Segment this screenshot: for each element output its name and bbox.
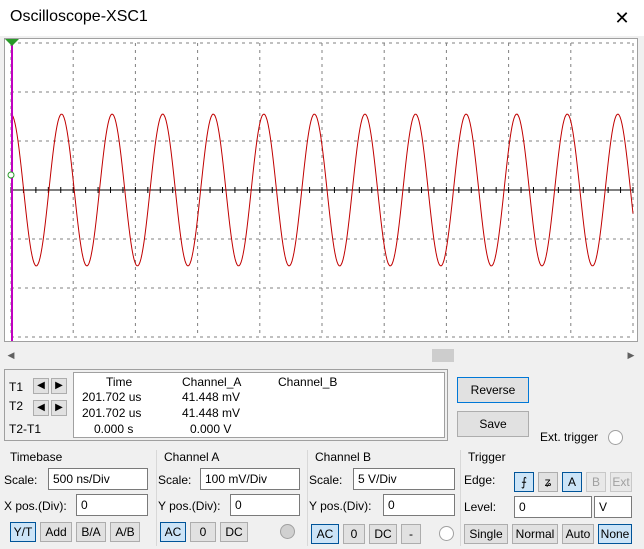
mode-ab-button[interactable]: A/B (110, 522, 140, 542)
save-button[interactable]: Save (457, 411, 529, 437)
scope-display[interactable] (4, 38, 638, 342)
mode-add-button[interactable]: Add (40, 522, 72, 542)
trigger-marker-icon (5, 39, 19, 46)
rising-edge-icon: ⨍ (520, 475, 528, 489)
window-title: Oscilloscope-XSC1 (10, 8, 148, 25)
diff-channel-a: 0.000 V (190, 422, 232, 436)
channel-a-title: Channel A (164, 450, 220, 464)
trigger-level-field[interactable]: 0 (514, 496, 592, 518)
timebase-scale-field[interactable]: 500 ns/Div (48, 468, 148, 490)
channel-b-ac-button[interactable]: AC (311, 524, 339, 544)
timebase-scale-label: Scale: (4, 473, 38, 487)
trigger-source-b-button[interactable]: B (586, 472, 606, 492)
channel-a-terminal[interactable] (280, 524, 295, 539)
horizontal-scrollbar[interactable]: ◀ ▶ (4, 347, 638, 364)
header-channel-a: Channel_A (182, 375, 242, 389)
scope-screen (5, 39, 637, 341)
ext-trigger-terminal[interactable] (608, 430, 623, 445)
channel-a-scale-label: Scale: (158, 473, 192, 487)
channel-a-ac-button[interactable]: AC (160, 522, 186, 542)
t2-time: 201.702 us (82, 406, 142, 420)
trigger-group: Trigger Edge: ⨍ ʑ A B Ext Level: 0 V Sin… (462, 446, 640, 546)
channel-b-ypos-field[interactable]: 0 (383, 494, 455, 516)
t2-right-button[interactable]: ▶ (51, 400, 67, 416)
timebase-xpos-label: X pos.(Div): (4, 499, 67, 513)
arrow-left-icon: ◀ (37, 380, 45, 391)
channel-b-scale-field[interactable]: 5 V/Div (353, 468, 455, 490)
trigger-normal-button[interactable]: Normal (512, 524, 558, 544)
timebase-title: Timebase (10, 450, 63, 464)
scroll-right-icon[interactable]: ▶ (627, 350, 635, 360)
channel-b-terminal[interactable] (439, 526, 454, 541)
channel-b-zero-button[interactable]: 0 (343, 524, 365, 544)
trigger-source-a-button[interactable]: A (562, 472, 582, 492)
mode-ba-button[interactable]: B/A (76, 522, 106, 542)
channel-b-group: Channel B Scale: 5 V/Div Y pos.(Div): 0 … (309, 446, 459, 546)
close-icon[interactable]: ✕ (614, 7, 630, 28)
title-bar: Oscilloscope-XSC1 ✕ (0, 0, 644, 36)
t1-label: T1 (9, 380, 24, 394)
cursor-readout: Time Channel_A Channel_B 201.702 us 41.4… (73, 372, 445, 438)
header-time: Time (106, 375, 133, 389)
channel-b-minus-button[interactable]: - (401, 524, 421, 544)
channel-b-ypos-label: Y pos.(Div): (309, 499, 372, 513)
trigger-none-button[interactable]: None (598, 524, 632, 544)
falling-edge-icon: ʑ (544, 475, 552, 489)
t2-channel-a: 41.448 mV (182, 406, 241, 420)
arrow-right-icon: ▶ (55, 402, 63, 413)
cursor-panel: T1 ◀ ▶ T2 ◀ ▶ T2-T1 Time Channel_A Chann… (4, 369, 448, 441)
trigger-single-button[interactable]: Single (464, 524, 508, 544)
arrow-left-icon: ◀ (37, 402, 45, 413)
channel-a-ypos-label: Y pos.(Div): (158, 499, 221, 513)
header-channel-b: Channel_B (278, 375, 338, 389)
channel-a-group: Channel A Scale: 100 mV/Div Y pos.(Div):… (158, 446, 306, 546)
t1-left-button[interactable]: ◀ (33, 378, 49, 394)
trigger-title: Trigger (468, 450, 506, 464)
t2-left-button[interactable]: ◀ (33, 400, 49, 416)
timebase-xpos-field[interactable]: 0 (76, 494, 148, 516)
t2-label: T2 (9, 399, 24, 413)
channel-marker-icon (7, 171, 15, 179)
scroll-left-icon[interactable]: ◀ (7, 350, 15, 360)
trigger-edge-label: Edge: (464, 473, 496, 487)
channel-b-title: Channel B (315, 450, 372, 464)
scroll-thumb[interactable] (432, 349, 454, 362)
timebase-group: Timebase Scale: 500 ns/Div X pos.(Div): … (4, 446, 154, 546)
trigger-source-ext-button[interactable]: Ext (610, 472, 632, 492)
mode-yt-button[interactable]: Y/T (10, 522, 36, 542)
channel-a-dc-button[interactable]: DC (220, 522, 248, 542)
reverse-button[interactable]: Reverse (457, 377, 529, 403)
trigger-auto-button[interactable]: Auto (562, 524, 594, 544)
separator (156, 450, 157, 546)
channel-a-scale-field[interactable]: 100 mV/Div (200, 468, 300, 490)
channel-a-ypos-field[interactable]: 0 (230, 494, 300, 516)
arrow-right-icon: ▶ (55, 380, 63, 391)
ext-trigger-label: Ext. trigger (540, 430, 599, 444)
t1-channel-a: 41.448 mV (182, 390, 241, 404)
trigger-level-label: Level: (464, 500, 497, 514)
separator (460, 450, 461, 546)
trigger-level-unit[interactable]: V (594, 496, 632, 518)
channel-a-waveform (10, 113, 634, 267)
diff-time: 0.000 s (94, 422, 134, 436)
edge-rising-button[interactable]: ⨍ (514, 472, 534, 492)
channel-a-zero-button[interactable]: 0 (190, 522, 216, 542)
edge-falling-button[interactable]: ʑ (538, 472, 558, 492)
channel-b-dc-button[interactable]: DC (369, 524, 397, 544)
diff-label: T2-T1 (9, 422, 42, 436)
t1-time: 201.702 us (82, 390, 142, 404)
channel-b-scale-label: Scale: (309, 473, 343, 487)
separator (307, 450, 308, 546)
t1-right-button[interactable]: ▶ (51, 378, 67, 394)
